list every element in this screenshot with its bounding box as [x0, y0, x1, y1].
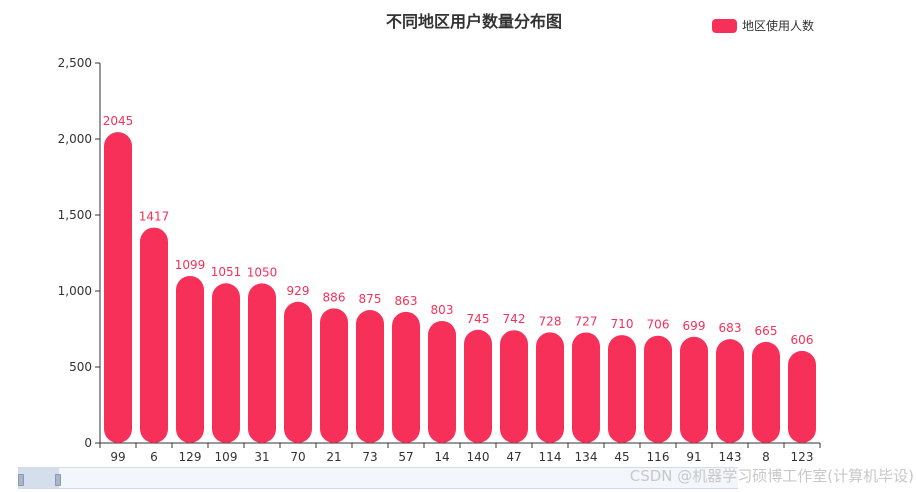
- bar: [608, 335, 636, 443]
- bar: [356, 310, 384, 443]
- data-label: 745: [467, 312, 490, 326]
- x-tick-label: 109: [215, 450, 238, 464]
- x-tick-label: 140: [467, 450, 490, 464]
- bar: [104, 132, 132, 443]
- bar: [788, 350, 816, 443]
- bar: [644, 335, 672, 443]
- data-label: 1051: [211, 265, 242, 279]
- zoom-selection[interactable]: [19, 468, 59, 488]
- y-tick-label: 2,000: [58, 132, 92, 146]
- data-label: 803: [431, 303, 454, 317]
- x-tick-label: 47: [506, 450, 521, 464]
- data-label: 1099: [175, 258, 206, 272]
- x-tick-label: 6: [150, 450, 158, 464]
- x-tick-label: 31: [254, 450, 269, 464]
- x-tick-label: 73: [362, 450, 377, 464]
- x-tick-label: 14: [434, 450, 449, 464]
- bar: [248, 283, 276, 443]
- bar: [320, 308, 348, 443]
- data-label: 875: [359, 292, 382, 306]
- data-label: 706: [647, 318, 670, 332]
- data-label: 742: [503, 312, 526, 326]
- legend-swatch: [712, 18, 737, 33]
- data-label: 606: [791, 333, 814, 347]
- bar: [212, 283, 240, 443]
- data-zoom-slider[interactable]: [10, 465, 740, 491]
- bar: [536, 332, 564, 443]
- x-tick-label: 91: [686, 450, 701, 464]
- bar: [140, 227, 168, 443]
- zoom-handle-left[interactable]: [18, 474, 24, 486]
- x-tick-label: 99: [110, 450, 125, 464]
- data-label: 886: [323, 290, 346, 304]
- y-tick-label: 1,500: [58, 208, 92, 222]
- bar: [500, 330, 528, 443]
- y-tick-label: 0: [84, 436, 92, 450]
- data-label: 2045: [103, 114, 134, 128]
- x-tick-label: 45: [614, 450, 629, 464]
- bar: [572, 332, 600, 443]
- legend[interactable]: 地区使用人数: [712, 17, 814, 34]
- zoom-handle-right[interactable]: [55, 474, 61, 486]
- data-label: 710: [611, 317, 634, 331]
- bar: [716, 339, 744, 443]
- x-tick-label: 123: [791, 450, 814, 464]
- x-tick-label: 129: [179, 450, 202, 464]
- chart-title: 不同地区用户数量分布图: [385, 12, 562, 31]
- data-label: 665: [755, 324, 778, 338]
- data-label: 1050: [247, 265, 278, 279]
- bar: [284, 301, 312, 443]
- data-label: 1417: [139, 210, 170, 224]
- x-tick-label: 134: [575, 450, 598, 464]
- watermark: CSDN @机器学习硕博工作室(计算机毕设): [629, 467, 914, 485]
- x-tick-label: 21: [326, 450, 341, 464]
- x-tick-label: 57: [398, 450, 413, 464]
- bar: [464, 329, 492, 443]
- data-label: 728: [539, 314, 562, 328]
- bar: [392, 311, 420, 443]
- bar: [176, 275, 204, 443]
- y-tick-label: 2,500: [58, 56, 92, 70]
- legend-label: 地区使用人数: [742, 19, 815, 33]
- data-label: 727: [575, 314, 598, 328]
- bar: [680, 336, 708, 443]
- x-tick-label: 8: [762, 450, 770, 464]
- x-tick-label: 114: [539, 450, 562, 464]
- x-tick-label: 143: [719, 450, 742, 464]
- bar: [428, 320, 456, 443]
- y-tick-label: 500: [69, 360, 92, 374]
- x-tick-label: 116: [647, 450, 670, 464]
- data-label: 929: [287, 284, 310, 298]
- y-tick-label: 1,000: [58, 284, 92, 298]
- data-label: 683: [719, 321, 742, 335]
- data-label: 699: [683, 319, 706, 333]
- bar-chart: 05001,0001,5002,0002,5002045991417610991…: [58, 56, 821, 464]
- x-tick-label: 70: [290, 450, 305, 464]
- bar: [752, 341, 780, 443]
- data-label: 863: [395, 294, 418, 308]
